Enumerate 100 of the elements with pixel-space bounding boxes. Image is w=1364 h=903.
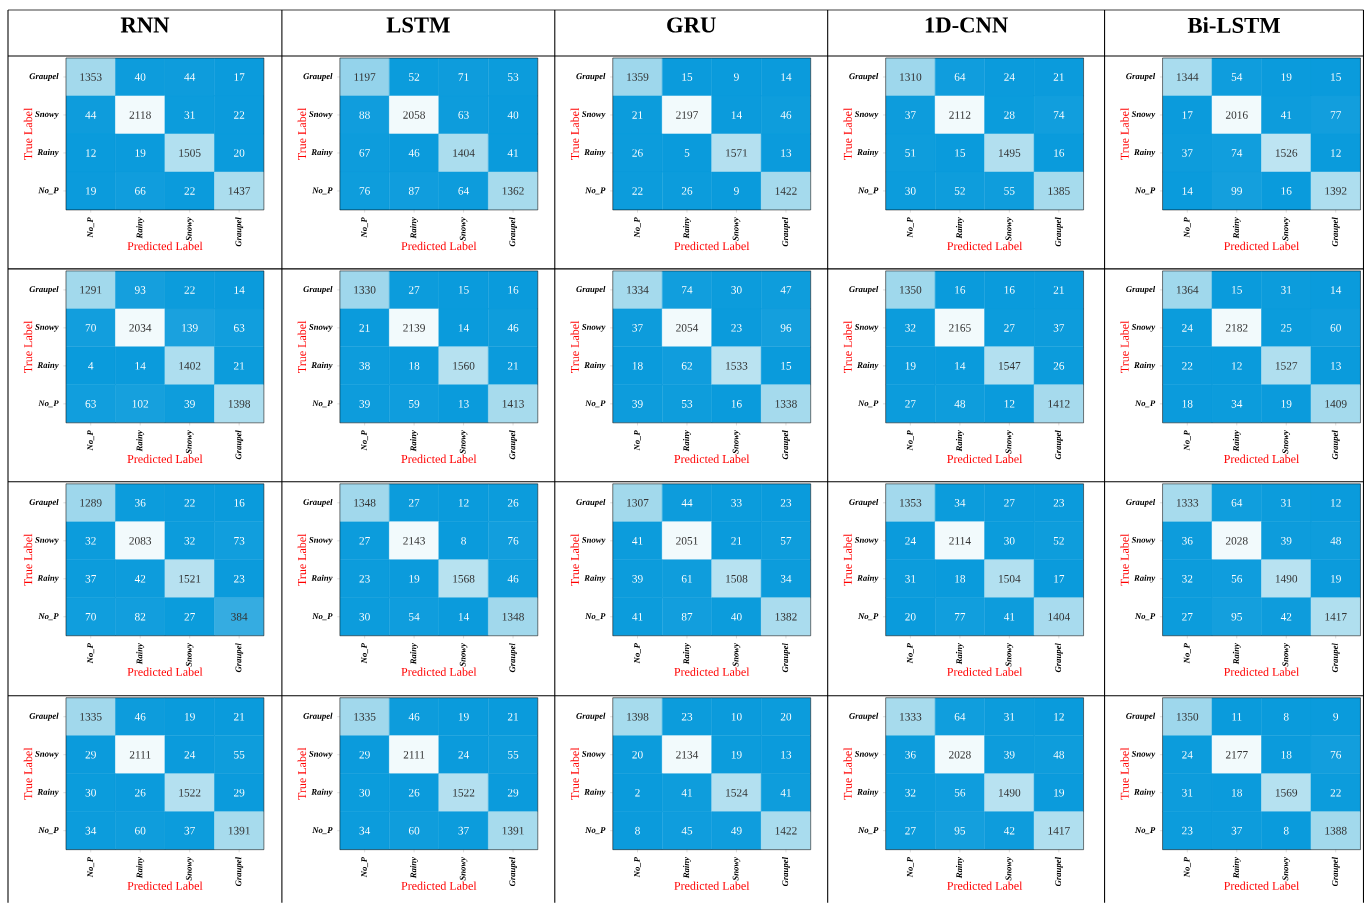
data-label: 8 bbox=[1283, 826, 1289, 835]
x-tick-label: Snowy bbox=[1282, 217, 1291, 241]
x-axis-title: Predicted Label bbox=[947, 241, 1023, 251]
data-label: 63 bbox=[458, 111, 469, 119]
y-tick-label: No_P bbox=[312, 400, 333, 408]
data-label: 34 bbox=[780, 574, 792, 583]
x-axis-title: Predicted Label bbox=[401, 241, 477, 251]
y-tick-label: No_P bbox=[1134, 187, 1156, 195]
x-tick-label: Snowy bbox=[459, 217, 468, 241]
x-tick-label: Graupel bbox=[782, 643, 790, 673]
x-tick-label: Graupel bbox=[1054, 643, 1063, 673]
y-tick-label: No_P bbox=[1134, 613, 1156, 621]
y-tick-label: Rainy bbox=[37, 361, 59, 370]
data-label: 14 bbox=[458, 612, 470, 621]
data-label: 26 bbox=[681, 187, 693, 195]
data-label: 53 bbox=[508, 73, 519, 81]
data-label: 20 bbox=[780, 712, 792, 721]
x-tick-label: Rainy bbox=[955, 643, 964, 665]
data-label: 1413 bbox=[502, 399, 524, 408]
x-axis-title: Predicted Label bbox=[947, 881, 1023, 890]
y-tick-label: Snowy bbox=[581, 536, 606, 545]
data-label: 34 bbox=[85, 826, 97, 835]
x-tick-label: Snowy bbox=[459, 430, 468, 454]
chart-title: Bi-LSTM bbox=[1187, 16, 1280, 33]
data-label: 21 bbox=[632, 111, 643, 119]
y-axis-title: True Label bbox=[1120, 320, 1129, 373]
x-tick-label: No_P bbox=[634, 642, 641, 664]
x-axis-title: Predicted Label bbox=[1224, 454, 1300, 463]
data-label: 20 bbox=[234, 149, 245, 157]
data-label: 18 bbox=[1182, 399, 1193, 408]
data-label: 44 bbox=[681, 499, 693, 507]
y-tick-label: Snowy bbox=[854, 750, 879, 759]
data-label: 61 bbox=[681, 574, 692, 583]
data-label: 39 bbox=[632, 574, 643, 583]
y-tick-label: Rainy bbox=[37, 148, 59, 157]
y-tick-label: Graupel bbox=[29, 72, 59, 81]
data-label: 21 bbox=[507, 362, 519, 370]
x-axis-title: Predicted Label bbox=[127, 241, 203, 251]
data-label: 46 bbox=[507, 323, 519, 332]
data-label: 1508 bbox=[726, 574, 748, 583]
data-label: 55 bbox=[234, 750, 245, 759]
y-tick-label: Graupel bbox=[303, 712, 333, 721]
data-label: 33 bbox=[731, 498, 742, 507]
data-label: 12 bbox=[1054, 712, 1064, 721]
y-tick-label: Rainy bbox=[857, 574, 879, 583]
data-label: 41 bbox=[632, 612, 643, 621]
data-label: 1524 bbox=[726, 788, 748, 797]
y-tick-label: Graupel bbox=[849, 72, 879, 81]
data-label: 1350 bbox=[1176, 712, 1199, 721]
data-label: 2016 bbox=[1225, 111, 1248, 119]
data-label: 14 bbox=[234, 286, 245, 294]
data-label: 18 bbox=[1281, 750, 1292, 759]
y-tick-label: Rainy bbox=[311, 574, 333, 583]
data-label: 13 bbox=[781, 149, 792, 157]
data-label: 1521 bbox=[179, 574, 201, 583]
data-label: 34 bbox=[954, 498, 966, 507]
data-label: 2028 bbox=[1225, 536, 1248, 545]
data-label: 1526 bbox=[1275, 149, 1298, 157]
data-label: 38 bbox=[359, 361, 370, 370]
data-label: 2054 bbox=[676, 323, 699, 332]
data-label: 1333 bbox=[900, 712, 922, 721]
x-tick-label: No_P bbox=[87, 430, 95, 451]
data-label: 1547 bbox=[999, 361, 1021, 370]
x-tick-label: No_P bbox=[87, 217, 95, 238]
data-label: 22 bbox=[184, 187, 195, 195]
data-label: 26 bbox=[507, 498, 519, 507]
data-label: 20 bbox=[905, 612, 916, 621]
data-label: 1404 bbox=[453, 149, 475, 157]
data-label: 1437 bbox=[228, 187, 251, 195]
y-tick-label: Graupel bbox=[849, 498, 879, 507]
y-axis-title: True Label bbox=[297, 107, 307, 160]
data-label: 1330 bbox=[354, 286, 376, 294]
data-label: 30 bbox=[1004, 536, 1015, 545]
data-label: 57 bbox=[780, 536, 792, 545]
data-label: 15 bbox=[781, 361, 792, 370]
data-label: 30 bbox=[359, 788, 370, 797]
y-tick-label: No_P bbox=[38, 400, 59, 408]
x-tick-label: Snowy bbox=[732, 856, 741, 881]
data-label: 32 bbox=[1182, 574, 1193, 583]
data-label: 8 bbox=[1283, 712, 1289, 721]
data-label: 16 bbox=[1281, 187, 1292, 195]
y-tick-label: Rainy bbox=[857, 361, 879, 370]
x-tick-label: Snowy bbox=[1282, 856, 1291, 881]
data-label: 23 bbox=[1053, 498, 1065, 507]
y-axis-title: True Label bbox=[570, 107, 580, 160]
data-label: 70 bbox=[85, 323, 96, 332]
data-label: 31 bbox=[1281, 286, 1292, 294]
y-tick-label: Snowy bbox=[309, 536, 333, 545]
y-tick-label: No_P bbox=[312, 827, 333, 835]
y-tick-label: Snowy bbox=[854, 111, 879, 119]
x-tick-label: Rainy bbox=[410, 430, 419, 452]
data-label: 31 bbox=[1281, 498, 1292, 507]
y-tick-label: No_P bbox=[857, 827, 879, 835]
data-label: 13 bbox=[781, 750, 792, 759]
data-label: 19 bbox=[1281, 73, 1292, 81]
y-tick-label: Snowy bbox=[854, 324, 879, 332]
data-label: 1398 bbox=[627, 712, 649, 721]
y-tick-label: Graupel bbox=[303, 72, 333, 81]
data-label: 26 bbox=[408, 788, 420, 797]
data-label: 52 bbox=[954, 187, 965, 195]
